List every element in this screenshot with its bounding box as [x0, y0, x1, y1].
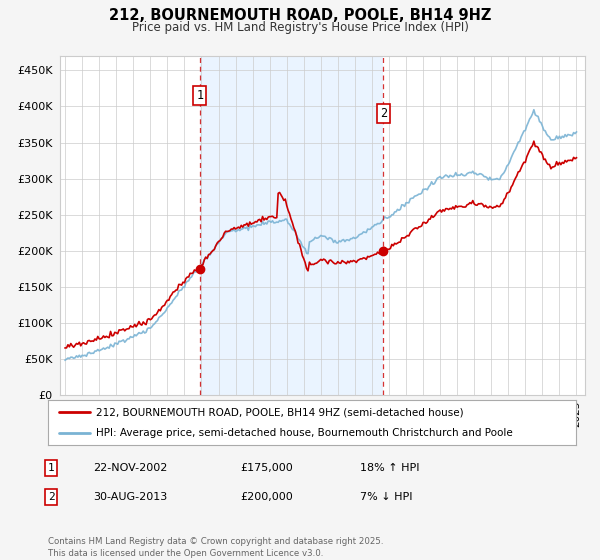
Text: £200,000: £200,000 [240, 492, 293, 502]
Text: 2: 2 [380, 107, 387, 120]
Bar [200, 56, 383, 395]
Text: 2: 2 [47, 492, 55, 502]
Text: Contains HM Land Registry data © Crown copyright and database right 2025.
This d: Contains HM Land Registry data © Crown c… [48, 537, 383, 558]
Text: HPI: Average price, semi-detached house, Bournemouth Christchurch and Poole: HPI: Average price, semi-detached house,… [95, 428, 512, 438]
Text: 7% ↓ HPI: 7% ↓ HPI [360, 492, 413, 502]
Text: 1: 1 [196, 89, 203, 102]
Text: 18% ↑ HPI: 18% ↑ HPI [360, 463, 419, 473]
Text: £175,000: £175,000 [240, 463, 293, 473]
Text: 30-AUG-2013: 30-AUG-2013 [93, 492, 167, 502]
Text: 22-NOV-2002: 22-NOV-2002 [93, 463, 167, 473]
Text: 1: 1 [47, 463, 55, 473]
Text: Price paid vs. HM Land Registry's House Price Index (HPI): Price paid vs. HM Land Registry's House … [131, 21, 469, 34]
Text: 212, BOURNEMOUTH ROAD, POOLE, BH14 9HZ (semi-detached house): 212, BOURNEMOUTH ROAD, POOLE, BH14 9HZ (… [95, 407, 463, 417]
Text: 212, BOURNEMOUTH ROAD, POOLE, BH14 9HZ: 212, BOURNEMOUTH ROAD, POOLE, BH14 9HZ [109, 8, 491, 24]
